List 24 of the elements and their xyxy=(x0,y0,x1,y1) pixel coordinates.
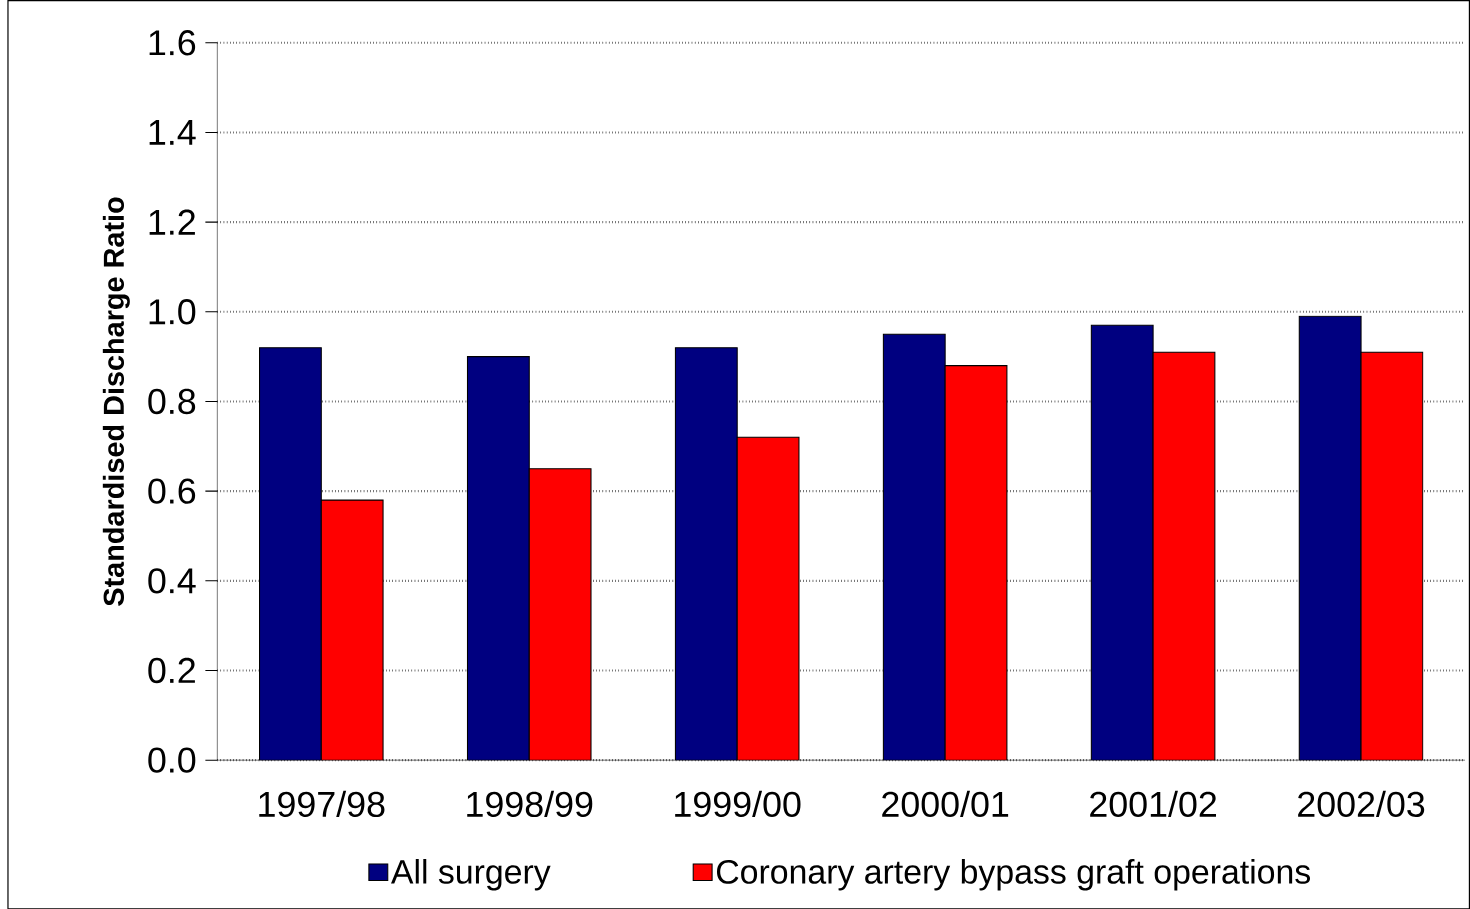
y-tick-label: 1.6 xyxy=(149,29,196,56)
bar xyxy=(528,467,592,760)
y-axis-title: Standardised Discharge Ratio xyxy=(102,197,130,606)
y-tick-label: 0.4 xyxy=(148,567,196,594)
y-tick-label: 0.2 xyxy=(148,657,195,683)
x-tick-label: 2001/02 xyxy=(1090,790,1217,817)
bar xyxy=(736,436,800,760)
x-tick-label: 1999/00 xyxy=(675,790,801,817)
x-tick-label: 2000/01 xyxy=(882,790,1009,817)
legend-label: All surgery xyxy=(391,858,551,891)
x-tick-label: 2002/03 xyxy=(1298,790,1425,817)
y-tick-label: 0.8 xyxy=(148,388,196,414)
x-tick-label: 1998/99 xyxy=(467,790,593,817)
legend-label: Coronary artery bypass graft operations xyxy=(716,858,1311,891)
bar xyxy=(1360,351,1424,760)
x-tick-label: 1997/98 xyxy=(259,790,385,817)
bar xyxy=(944,364,1008,760)
bar xyxy=(320,499,384,760)
bar xyxy=(1152,351,1216,760)
y-tick-label: 0.0 xyxy=(148,747,196,773)
y-tick-label: 0.6 xyxy=(148,478,196,504)
y-tick-label: 1.2 xyxy=(149,209,195,235)
y-tick-label: 1.0 xyxy=(149,298,196,325)
y-tick-label: 1.4 xyxy=(149,119,196,145)
